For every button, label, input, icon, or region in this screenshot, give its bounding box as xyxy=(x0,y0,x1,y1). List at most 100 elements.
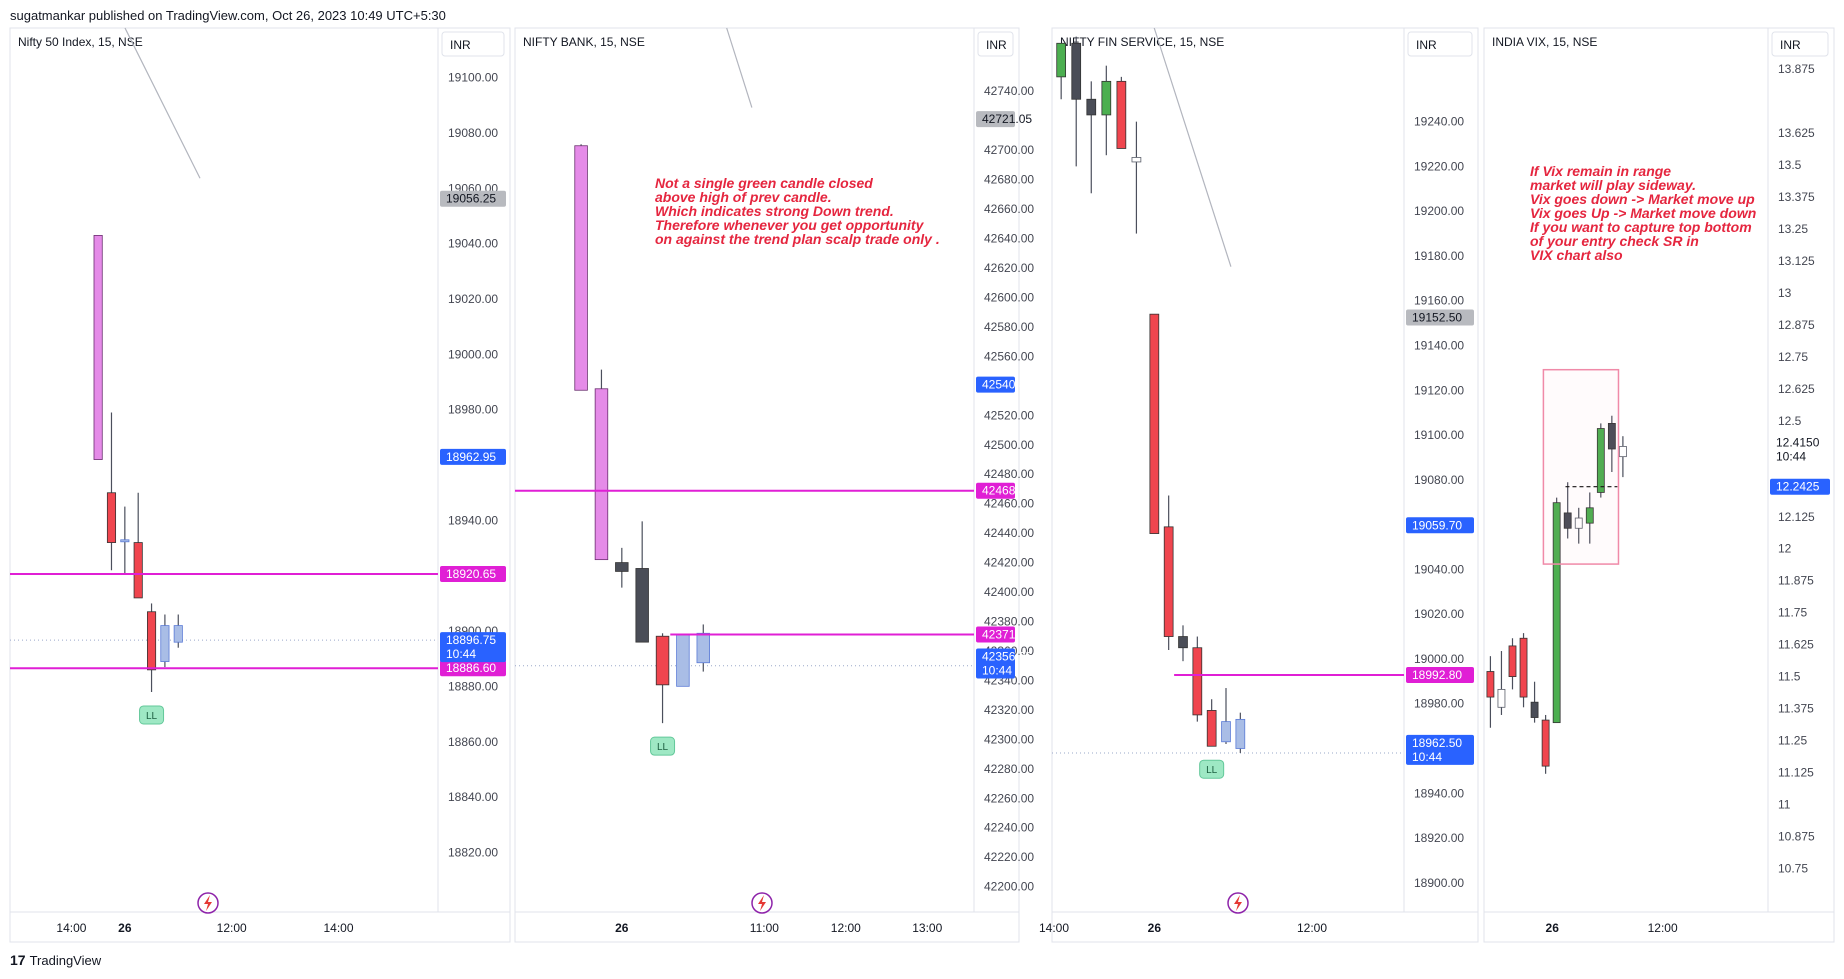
y-tick-label: 19180.00 xyxy=(1414,249,1464,263)
y-tick-label: 19120.00 xyxy=(1414,383,1464,397)
y-tick-label: 19040.00 xyxy=(448,237,498,251)
chart-panel-indiavix: INDIA VIX, 15, NSE INR 13.875 13.625 13.5 13.… xyxy=(1483,27,1835,943)
level-price-badge xyxy=(976,482,1015,499)
candle xyxy=(635,568,649,643)
y-tick-label: 42440.00 xyxy=(984,526,1034,540)
y-tick-label: 19080.00 xyxy=(1414,473,1464,487)
candle xyxy=(1149,313,1160,534)
panel-border xyxy=(514,27,1020,943)
y-tick-label: 11.5 xyxy=(1778,670,1801,684)
level-price-badge xyxy=(440,565,506,582)
candle xyxy=(1508,645,1517,678)
panel-border xyxy=(1051,27,1479,943)
lightning-icon[interactable] xyxy=(197,892,219,914)
y-tick-label: 18820.00 xyxy=(448,845,498,859)
x-tick-label: 14:00 xyxy=(56,921,86,935)
y-tick-label: 19100.00 xyxy=(1414,428,1464,442)
y-tick-label: 42280.00 xyxy=(984,762,1034,776)
price-badge xyxy=(440,448,506,465)
price-badge xyxy=(976,111,1015,128)
brand-name: TradingView xyxy=(29,952,102,968)
candle xyxy=(1618,446,1627,458)
price-badge xyxy=(440,190,506,207)
candle xyxy=(676,634,690,687)
y-tick-label: 19100.00 xyxy=(448,71,498,85)
y-tick-label: 42620.00 xyxy=(984,261,1034,275)
y-tick-label: 18900.00 xyxy=(1414,876,1464,890)
lightning-icon[interactable] xyxy=(751,892,773,914)
panel-border xyxy=(9,27,511,943)
y-tick-label: 42580.00 xyxy=(984,320,1034,334)
price-badge-label: 42721.05 xyxy=(982,112,1032,126)
x-tick-label: 14:00 xyxy=(324,921,354,935)
price-badge-time: 10:44 xyxy=(1412,750,1442,764)
panel-title: NIFTY FIN SERVICE, 15, NSE xyxy=(1060,35,1224,49)
y-tick-label: 10.875 xyxy=(1778,829,1815,843)
y-tick-label: 18880.00 xyxy=(448,679,498,693)
y-tick-label: 19200.00 xyxy=(1414,204,1464,218)
level-price-badge xyxy=(1406,667,1474,684)
candle xyxy=(93,235,103,460)
y-tick-label: 42700.00 xyxy=(984,143,1034,157)
price-badge xyxy=(976,376,1015,393)
chart-panel-nifty50: Nifty 50 Index, 15, NSE INR 19100.00 19080.… xyxy=(9,27,511,943)
lower-low-marker xyxy=(650,736,676,756)
candle-prev xyxy=(1116,80,1127,149)
annotation-line: of your entry check SR in xyxy=(1530,233,1699,249)
y-tick-label: 42300.00 xyxy=(984,732,1034,746)
currency-label: INR xyxy=(1780,38,1801,52)
candle xyxy=(1585,507,1594,524)
level-price-label: 18920.65 xyxy=(446,567,496,581)
candle xyxy=(1497,688,1506,708)
candle xyxy=(655,635,670,686)
annotation-line: Therefore whenever you get opportunity xyxy=(655,217,925,233)
candle-prev xyxy=(1056,42,1067,78)
publish-line: sugatmankar published on TradingView.com… xyxy=(10,8,446,23)
candle xyxy=(1596,428,1605,493)
x-tick-label: 11:00 xyxy=(750,921,779,935)
y-tick-label: 13.5 xyxy=(1778,158,1802,172)
y-tick-label: 13.375 xyxy=(1778,190,1815,204)
trend-line xyxy=(726,27,753,108)
candle xyxy=(1192,647,1203,716)
annotation-line: If Vix remain in range xyxy=(1530,163,1671,179)
y-tick-label: 18860.00 xyxy=(448,735,498,749)
candle xyxy=(1607,423,1616,450)
y-tick-label: 42380.00 xyxy=(984,615,1034,629)
price-badge xyxy=(1406,309,1474,326)
candle xyxy=(1178,636,1188,649)
y-tick-label: 12.125 xyxy=(1778,510,1815,524)
currency-selector xyxy=(441,31,505,57)
y-tick-label: 10.75 xyxy=(1778,861,1808,875)
y-tick-label: 19000.00 xyxy=(448,347,498,361)
y-tick-label: 19020.00 xyxy=(1414,607,1464,621)
candle-prev xyxy=(1131,157,1142,163)
candle-prev xyxy=(1086,98,1097,116)
candle xyxy=(120,539,130,543)
lightning-icon[interactable] xyxy=(1227,892,1249,914)
y-tick-label: 11.75 xyxy=(1778,606,1807,620)
currency-selector xyxy=(1771,31,1829,57)
annotation-line: on against the trend plan scalp trade on… xyxy=(655,231,940,247)
y-tick-label: 42220.00 xyxy=(984,850,1034,864)
x-tick-label: 12:00 xyxy=(1648,921,1678,935)
level-price-badge xyxy=(976,626,1015,643)
panel-title: NIFTY BANK, 15, NSE xyxy=(523,35,645,49)
x-tick-label: 12:00 xyxy=(217,921,247,935)
annotation-line: Which indicates strong Down trend. xyxy=(655,203,894,219)
price-badge-label: 18962.95 xyxy=(446,450,496,464)
y-tick-label: 42560.00 xyxy=(984,349,1034,363)
y-tick-label: 42420.00 xyxy=(984,556,1034,570)
trend-line xyxy=(124,27,201,179)
y-tick-label: 13.25 xyxy=(1778,222,1808,236)
candle xyxy=(1486,671,1495,698)
y-tick-label: 12.75 xyxy=(1778,350,1808,364)
y-tick-label: 13 xyxy=(1778,286,1792,300)
y-tick-label: 12.5 xyxy=(1778,414,1802,428)
y-tick-label: 11 xyxy=(1778,797,1791,811)
candle xyxy=(1563,512,1572,529)
y-tick-label: 42600.00 xyxy=(984,290,1034,304)
y-tick-label: 11.25 xyxy=(1778,734,1807,748)
footer-branding[interactable]: 17 TradingView xyxy=(10,952,101,968)
